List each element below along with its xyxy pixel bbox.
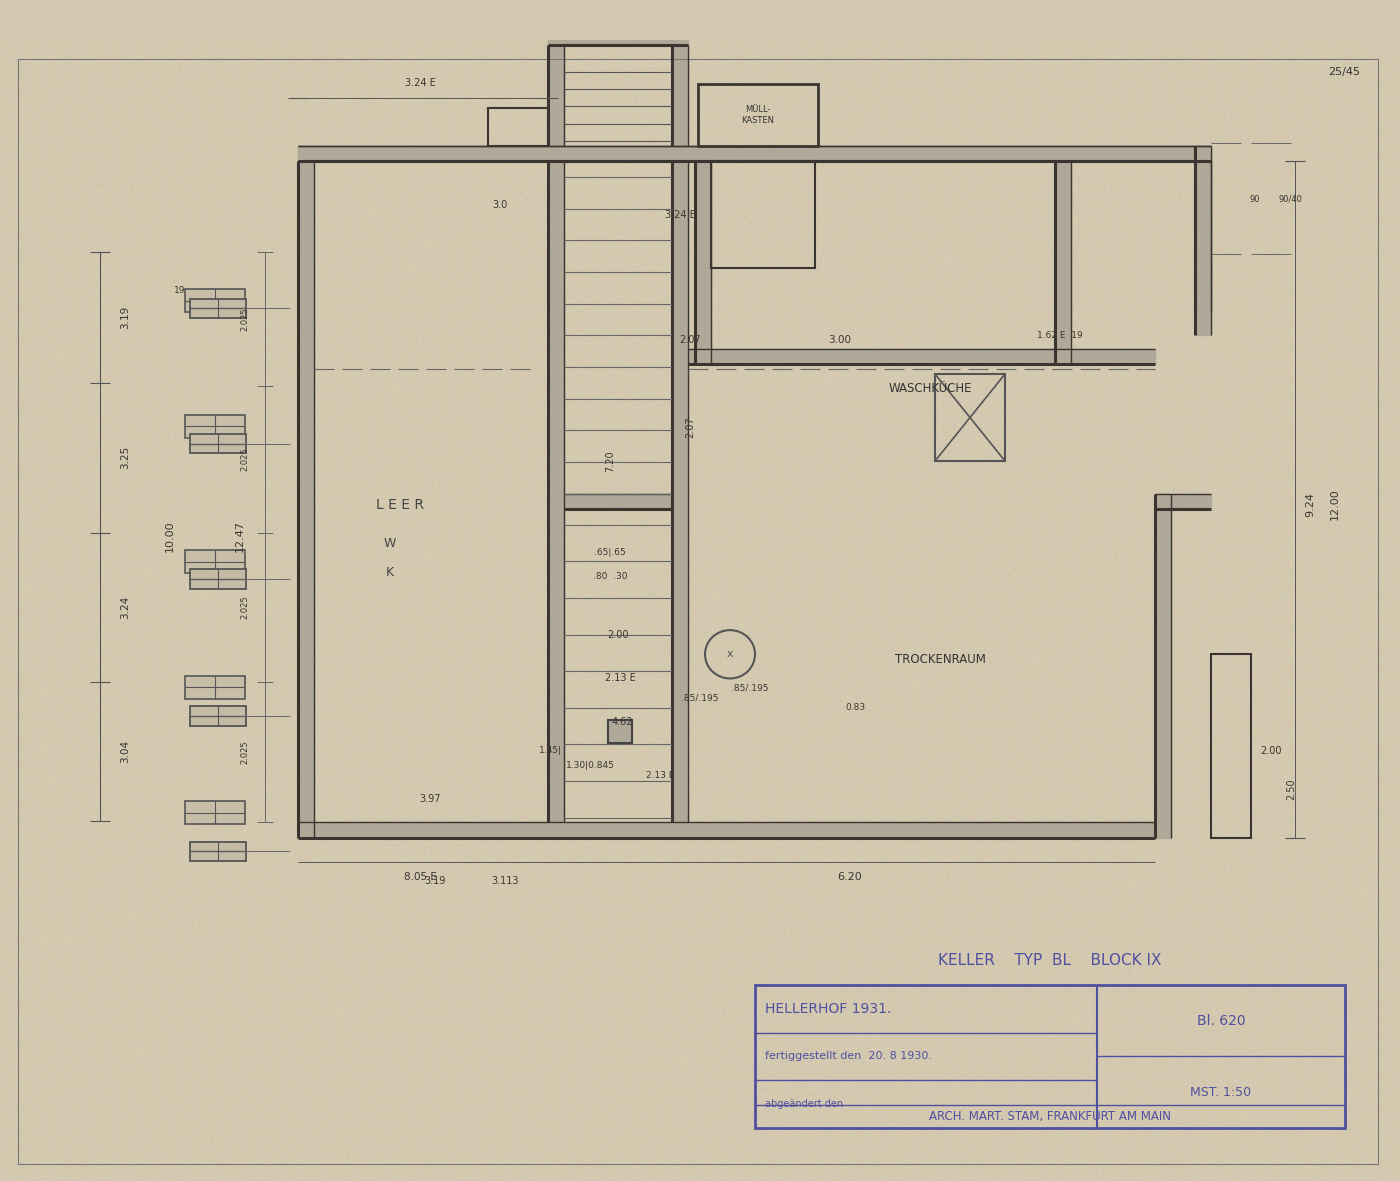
Bar: [1211, 654, 1252, 837]
Text: 3.04: 3.04: [120, 739, 130, 763]
Text: 3.0: 3.0: [493, 200, 508, 210]
Text: 3.24: 3.24: [120, 595, 130, 619]
Text: 3.113: 3.113: [491, 876, 519, 887]
Text: 2.13 E: 2.13 E: [645, 770, 675, 779]
Text: MST. 1:50: MST. 1:50: [1190, 1085, 1252, 1098]
Text: 3.97: 3.97: [419, 795, 441, 804]
Text: 10.00: 10.00: [165, 521, 175, 553]
Text: 3.19: 3.19: [424, 876, 445, 887]
Text: 2.07: 2.07: [685, 417, 694, 438]
Text: 4.62: 4.62: [612, 717, 633, 727]
Bar: [185, 676, 245, 699]
Text: 7.20: 7.20: [605, 450, 615, 472]
Text: 3.00: 3.00: [829, 335, 851, 345]
Text: 6.20: 6.20: [837, 872, 862, 881]
Bar: [185, 415, 245, 438]
Text: Bl. 620: Bl. 620: [1197, 1013, 1246, 1027]
Text: 2.13 E: 2.13 E: [605, 673, 636, 684]
Text: abgeändert den: abgeändert den: [764, 1100, 843, 1109]
Text: 90/40: 90/40: [1278, 195, 1302, 203]
Text: WASCHKÜCHE: WASCHKÜCHE: [888, 381, 972, 394]
Text: 3.19: 3.19: [120, 306, 130, 329]
Bar: [489, 109, 547, 146]
Bar: [935, 374, 1005, 461]
Text: 25/45: 25/45: [1329, 66, 1359, 77]
Text: 2.07: 2.07: [679, 335, 701, 345]
Text: 19: 19: [174, 287, 186, 295]
Text: fertiggestellt den  20. 8 1930.: fertiggestellt den 20. 8 1930.: [764, 1051, 932, 1062]
Text: .65|.65: .65|.65: [594, 548, 626, 557]
Text: 12.00: 12.00: [1330, 489, 1340, 521]
Text: 0.83: 0.83: [846, 703, 865, 712]
Bar: [185, 801, 245, 824]
Bar: [608, 720, 631, 743]
Text: 3.24 E: 3.24 E: [405, 78, 435, 89]
Text: 3.24 E: 3.24 E: [665, 209, 696, 220]
Text: 2.025: 2.025: [241, 448, 249, 471]
Text: HELLERHOF 1931.: HELLERHOF 1931.: [764, 1001, 892, 1016]
Text: .85/.195: .85/.195: [731, 684, 769, 692]
Text: 2.025: 2.025: [241, 307, 249, 331]
Text: TROCKENRAUM: TROCKENRAUM: [895, 653, 986, 666]
Text: 2.025: 2.025: [241, 595, 249, 619]
Bar: [711, 162, 815, 268]
Text: 3.25: 3.25: [120, 446, 130, 469]
Bar: [190, 842, 246, 861]
Text: 8.05 E: 8.05 E: [403, 872, 437, 881]
Bar: [190, 433, 246, 454]
Text: 12.47: 12.47: [235, 521, 245, 553]
Text: 90: 90: [1250, 195, 1260, 203]
Text: W: W: [384, 536, 396, 549]
Bar: [190, 299, 246, 318]
Bar: [190, 706, 246, 726]
Text: 2.025: 2.025: [241, 740, 249, 764]
Text: 1.30|0.845: 1.30|0.845: [566, 761, 615, 770]
Text: .80  .30: .80 .30: [592, 573, 627, 581]
Bar: [755, 985, 1345, 1128]
Text: L E E R: L E E R: [377, 497, 424, 511]
Text: 2.00: 2.00: [608, 629, 629, 640]
Text: K: K: [386, 566, 393, 579]
Text: 9.24: 9.24: [1305, 492, 1315, 517]
Bar: [185, 289, 245, 312]
Text: .85/.195: .85/.195: [682, 693, 718, 703]
Text: x: x: [727, 650, 734, 659]
Bar: [699, 84, 818, 146]
Text: KELLER    TYP  BL    BLOCK IX: KELLER TYP BL BLOCK IX: [938, 953, 1162, 968]
Text: 2.50: 2.50: [1287, 778, 1296, 801]
Bar: [190, 569, 246, 588]
Text: MÜLL-
KASTEN: MÜLL- KASTEN: [742, 105, 774, 125]
Text: 2.00: 2.00: [1260, 746, 1282, 756]
Text: 1.62 E  19: 1.62 E 19: [1037, 331, 1082, 340]
Text: 1.45|: 1.45|: [539, 746, 561, 756]
Bar: [185, 550, 245, 573]
Text: ARCH. MART. STAM, FRANKFURT AM MAIN: ARCH. MART. STAM, FRANKFURT AM MAIN: [930, 1110, 1170, 1123]
